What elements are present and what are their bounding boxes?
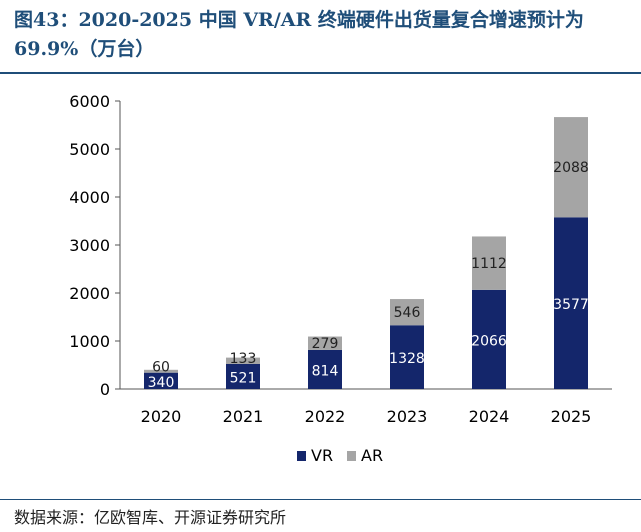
- x-tick-label: 2021: [223, 407, 264, 426]
- data-label-ar: 2088: [553, 160, 589, 176]
- legend-swatch-ar: [347, 451, 356, 461]
- data-label-ar: 1112: [471, 256, 507, 272]
- bar-vr-2020: [144, 372, 178, 389]
- data-label-ar: 133: [230, 351, 257, 367]
- data-label-vr: 340: [148, 375, 175, 391]
- bar-ar-2021: [226, 357, 260, 364]
- y-tick-label: 2000: [69, 284, 110, 303]
- y-tick-label: 6000: [69, 92, 110, 111]
- data-label-vr: 521: [230, 370, 257, 386]
- source-divider: [0, 499, 641, 500]
- bar-ar-2020: [144, 369, 178, 373]
- chart-title: 图43：2020-2025 中国 VR/AR 终端硬件出货量复合增速预计为 69…: [14, 9, 584, 60]
- data-label-ar: 546: [394, 305, 421, 321]
- bar-ar-2024: [472, 236, 506, 290]
- bar-ar-2022: [308, 336, 342, 350]
- x-tick-label: 2024: [469, 407, 510, 426]
- bar-ar-2025: [554, 117, 588, 218]
- x-tick-label: 2025: [551, 407, 592, 426]
- legend-label-vr: VR: [311, 446, 333, 465]
- bar-vr-2021: [226, 363, 260, 389]
- data-label-ar: 60: [152, 360, 170, 376]
- data-label-ar: 279: [312, 336, 339, 352]
- y-tick-label: 3000: [69, 236, 110, 255]
- legend-label-ar: AR: [361, 446, 383, 465]
- bar-vr-2024: [472, 289, 506, 389]
- bar-vr-2023: [390, 325, 424, 389]
- x-tick-label: 2023: [387, 407, 428, 426]
- y-tick-label: 0: [100, 380, 110, 399]
- source-note: 数据来源：亿欧智库、开源证券研究所: [14, 508, 287, 527]
- data-label-vr: 2066: [471, 333, 507, 349]
- bar-vr-2025: [554, 217, 588, 389]
- y-tick-label: 1000: [69, 332, 110, 351]
- x-tick-label: 2022: [305, 407, 346, 426]
- legend-swatch-vr: [297, 451, 306, 461]
- bar-vr-2022: [308, 349, 342, 389]
- data-label-vr: 3577: [553, 297, 589, 313]
- data-label-vr: 1328: [389, 351, 425, 367]
- bar-ar-2023: [390, 299, 424, 326]
- y-tick-label: 5000: [69, 140, 110, 159]
- data-label-vr: 814: [312, 363, 339, 379]
- y-tick-label: 4000: [69, 188, 110, 207]
- x-tick-label: 2020: [141, 407, 182, 426]
- title-divider: [0, 72, 641, 74]
